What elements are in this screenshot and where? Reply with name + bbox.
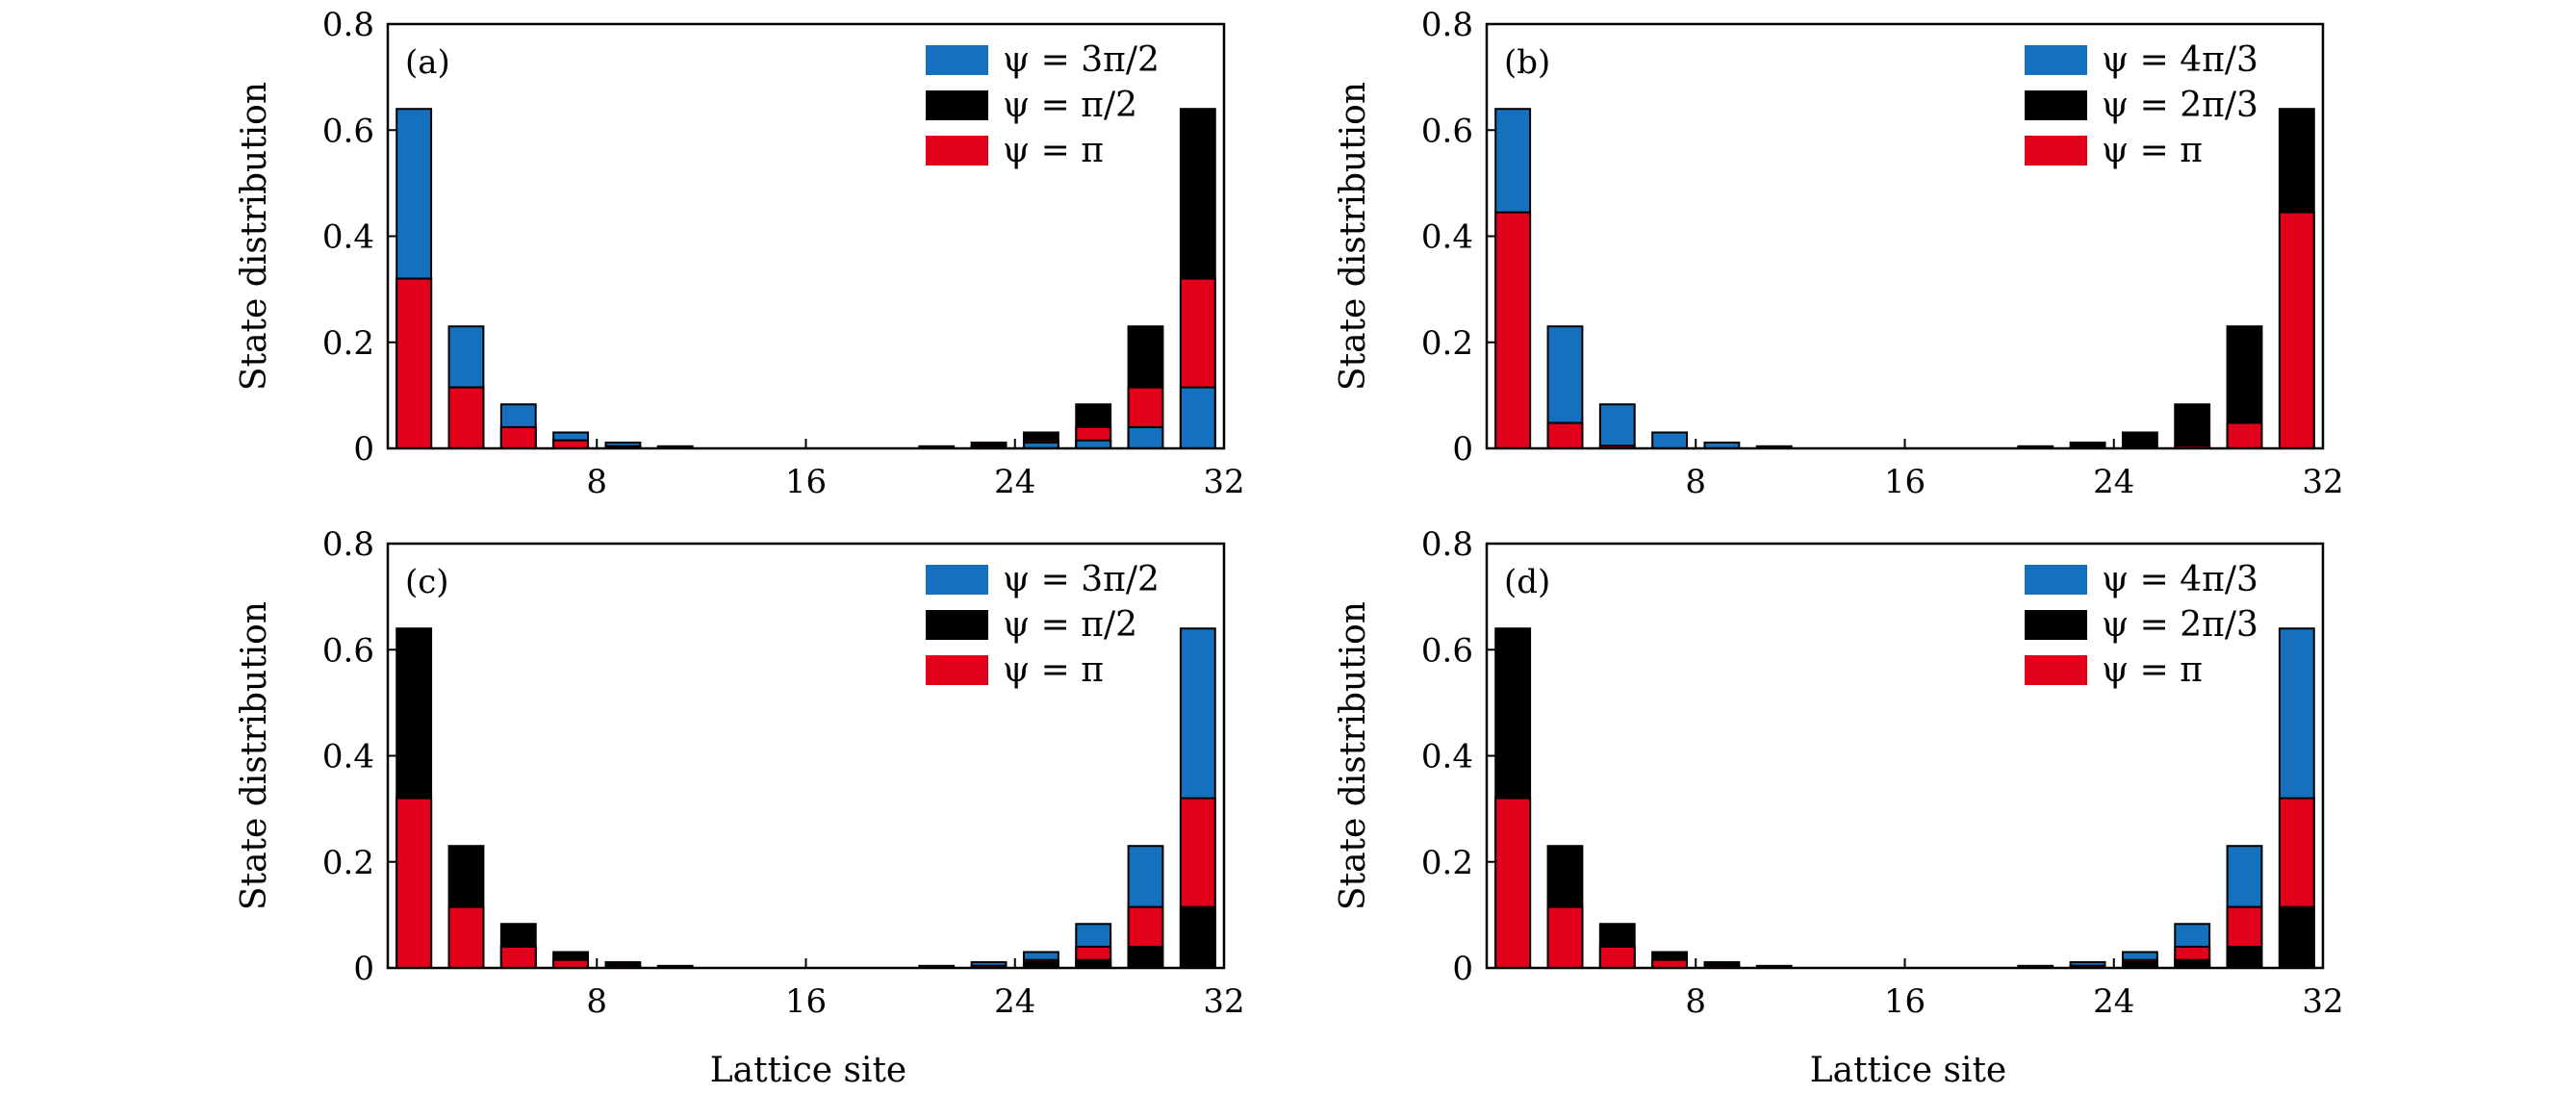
- y-axis-title: State distribution: [1334, 82, 1373, 391]
- y-tick-label: 0: [353, 950, 374, 988]
- bar: [1494, 797, 1532, 969]
- x-tick-label: 24: [2093, 982, 2134, 1021]
- legend-swatch: [926, 610, 988, 640]
- panel-label: (a): [405, 43, 450, 82]
- y-tick-label: 0: [1452, 430, 1473, 469]
- y-tick-label: 0.4: [322, 218, 374, 257]
- bar: [2174, 403, 2211, 449]
- bar: [499, 945, 537, 970]
- legend-label: ψ = 2π/3: [2102, 86, 2258, 125]
- bar: [2278, 211, 2315, 449]
- bar: [447, 386, 485, 450]
- legend-label: ψ = 2π/3: [2102, 605, 2258, 645]
- x-axis-title-right: Lattice site: [1810, 1051, 2007, 1090]
- legend-swatch: [926, 136, 988, 165]
- y-tick-label: 0: [353, 430, 374, 469]
- y-tick-label: 0.6: [322, 112, 374, 150]
- legend-label: ψ = 3π/2: [1003, 40, 1160, 80]
- y-tick-label: 0.8: [1421, 525, 1473, 564]
- panel-label: (b): [1504, 43, 1550, 82]
- bar: [1179, 386, 1216, 450]
- x-tick-label: 32: [1203, 463, 1244, 501]
- legend-swatch: [2025, 655, 2087, 685]
- legend-swatch: [2025, 90, 2087, 120]
- legend-swatch: [2025, 610, 2087, 640]
- x-tick-label: 24: [2093, 463, 2134, 501]
- x-tick-label: 16: [785, 982, 827, 1021]
- bar: [2226, 421, 2263, 450]
- bar: [1546, 905, 1584, 970]
- x-tick-label: 24: [994, 463, 1035, 501]
- legend-swatch: [2025, 565, 2087, 595]
- bar: [395, 277, 433, 449]
- bar: [447, 905, 485, 970]
- bar: [1494, 211, 1532, 449]
- x-tick-label: 32: [2302, 463, 2343, 501]
- x-tick-label: 8: [1685, 463, 1706, 501]
- y-axis-title: State distribution: [235, 601, 274, 910]
- legend-swatch: [926, 655, 988, 685]
- y-tick-label: 0.2: [322, 844, 374, 882]
- legend-swatch: [926, 565, 988, 595]
- bar: [1598, 945, 1636, 970]
- panel-b: 0 0.2 0.4 0.6 0.8 8 16 24 32 State distribution (b…: [1334, 6, 2344, 501]
- x-tick-label: 16: [1884, 982, 1926, 1021]
- bar: [1127, 425, 1164, 450]
- legend-label: ψ = π: [1003, 650, 1104, 690]
- legend-swatch: [2025, 45, 2087, 75]
- y-tick-label: 0.8: [322, 6, 374, 44]
- bar: [1598, 403, 1636, 449]
- bar: [2226, 945, 2263, 970]
- y-tick-label: 0: [1452, 950, 1473, 988]
- y-tick-label: 0.8: [1421, 6, 1473, 44]
- legend-label: ψ = 3π/2: [1003, 560, 1160, 599]
- panel-d: 0 0.2 0.4 0.6 0.8 8 16 24 32 State distribution (d…: [1334, 525, 2344, 1021]
- x-axis-title-left: Lattice site: [710, 1051, 907, 1090]
- y-tick-label: 0.6: [322, 631, 374, 670]
- y-tick-label: 0.4: [1421, 738, 1473, 776]
- legend-swatch: [2025, 136, 2087, 165]
- x-tick-label: 16: [1884, 463, 1926, 501]
- bar: [1546, 421, 1584, 450]
- legend-swatch: [926, 90, 988, 120]
- y-tick-label: 0.6: [1421, 631, 1473, 670]
- y-tick-label: 0.2: [322, 324, 374, 363]
- bar: [2278, 905, 2315, 970]
- legend-label: ψ = π/2: [1003, 86, 1137, 125]
- x-tick-label: 32: [2302, 982, 2343, 1021]
- legend-label: ψ = π: [2102, 650, 2203, 690]
- panel-a: 0 0.2 0.4 0.6 0.8 8 16 24 32 State distribution (a…: [235, 6, 1245, 501]
- y-axis-title: State distribution: [1334, 601, 1373, 910]
- x-tick-label: 8: [586, 463, 607, 501]
- x-tick-label: 8: [586, 982, 607, 1021]
- bar: [1651, 431, 1689, 449]
- bar: [499, 425, 537, 450]
- x-tick-label: 24: [994, 982, 1035, 1021]
- x-tick-label: 8: [1685, 982, 1706, 1021]
- x-tick-label: 16: [785, 463, 827, 501]
- legend-label: ψ = π: [2102, 131, 2203, 170]
- bar: [1127, 945, 1164, 970]
- legend-swatch: [926, 45, 988, 75]
- bar: [2121, 431, 2158, 449]
- legend-label: ψ = 4π/3: [2102, 560, 2258, 599]
- y-tick-label: 0.2: [1421, 324, 1473, 363]
- legend-label: ψ = 4π/3: [2102, 40, 2258, 80]
- bar: [1179, 905, 1216, 970]
- legend-label: ψ = π/2: [1003, 605, 1137, 645]
- y-tick-label: 0.4: [1421, 218, 1473, 257]
- y-tick-label: 0.6: [1421, 112, 1473, 150]
- y-tick-label: 0.4: [322, 738, 374, 776]
- bar: [395, 797, 433, 969]
- panel-label: (c): [405, 563, 449, 601]
- panel-label: (d): [1504, 563, 1550, 601]
- panel-c: 0 0.2 0.4 0.6 0.8 8 16 24 32 State distribution (c…: [235, 525, 1245, 1021]
- y-tick-label: 0.8: [322, 525, 374, 564]
- legend-label: ψ = π: [1003, 131, 1104, 170]
- y-tick-label: 0.2: [1421, 844, 1473, 882]
- x-tick-label: 32: [1203, 982, 1244, 1021]
- y-axis-title: State distribution: [235, 82, 274, 391]
